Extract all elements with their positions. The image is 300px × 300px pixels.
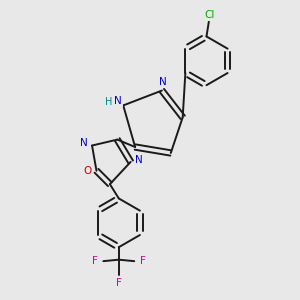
Text: N: N: [160, 77, 167, 87]
Text: F: F: [92, 256, 98, 266]
Text: F: F: [116, 278, 122, 289]
Text: O: O: [83, 166, 92, 176]
Text: N: N: [114, 96, 122, 106]
Text: Cl: Cl: [205, 10, 215, 20]
Text: N: N: [135, 155, 143, 165]
Text: F: F: [140, 256, 146, 266]
Text: N: N: [80, 138, 88, 148]
Text: H: H: [105, 98, 113, 107]
